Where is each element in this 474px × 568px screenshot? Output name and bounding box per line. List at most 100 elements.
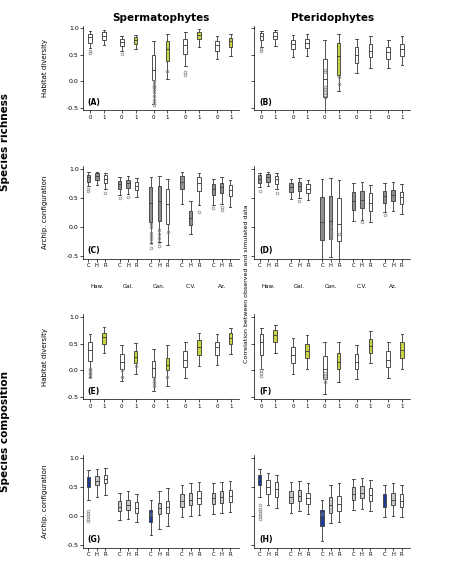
Bar <box>305 39 309 48</box>
Bar <box>134 351 137 364</box>
Bar <box>273 330 277 342</box>
Bar <box>400 44 404 56</box>
Bar <box>229 37 232 47</box>
Bar <box>215 41 219 51</box>
Bar <box>258 175 261 183</box>
Bar <box>102 332 106 344</box>
Bar <box>118 501 121 511</box>
Bar <box>157 503 161 514</box>
Bar <box>275 482 278 497</box>
Text: Haw.: Haw. <box>262 284 275 289</box>
Bar <box>329 195 332 239</box>
Text: Gal.: Gal. <box>123 284 134 289</box>
Bar <box>392 492 395 506</box>
Bar <box>118 181 121 189</box>
Text: C.V.: C.V. <box>185 284 196 289</box>
Bar <box>95 477 99 485</box>
Bar <box>149 187 153 223</box>
Bar <box>88 342 92 361</box>
Bar <box>152 55 155 80</box>
Bar <box>197 491 201 504</box>
Bar <box>220 491 223 503</box>
Bar <box>392 190 395 202</box>
Bar <box>266 481 270 494</box>
Bar <box>292 40 295 49</box>
Text: Can.: Can. <box>153 284 165 289</box>
Bar <box>369 488 372 501</box>
Bar <box>275 176 278 184</box>
Text: (E): (E) <box>88 387 100 396</box>
Bar <box>306 492 310 504</box>
Bar <box>368 340 372 353</box>
Text: (A): (A) <box>88 98 100 107</box>
Bar <box>165 358 169 370</box>
Bar <box>215 342 219 356</box>
Text: Species richness: Species richness <box>0 93 10 191</box>
Bar <box>104 474 107 483</box>
Bar <box>152 361 155 377</box>
Bar <box>197 340 201 356</box>
Bar <box>400 494 403 507</box>
Bar <box>298 182 301 191</box>
Bar <box>120 39 124 46</box>
Bar <box>400 192 403 204</box>
Text: Habitat diversity: Habitat diversity <box>42 328 48 386</box>
Bar <box>337 353 340 369</box>
Bar <box>135 502 138 512</box>
Bar <box>135 182 138 190</box>
Bar <box>134 37 137 44</box>
Bar <box>211 184 215 195</box>
Bar <box>320 510 324 526</box>
Bar <box>149 510 153 522</box>
Text: (H): (H) <box>259 536 273 544</box>
Bar <box>211 492 215 504</box>
Bar <box>228 490 232 502</box>
Bar <box>337 43 340 75</box>
Bar <box>229 332 232 344</box>
Bar <box>383 494 386 507</box>
Bar <box>352 487 355 500</box>
Bar <box>400 342 404 358</box>
Bar <box>220 183 223 193</box>
Bar <box>337 495 341 511</box>
Bar <box>95 173 99 181</box>
Bar <box>273 32 277 39</box>
Bar <box>127 500 130 510</box>
Bar <box>329 497 332 512</box>
Bar <box>260 33 263 40</box>
Text: (C): (C) <box>88 247 100 256</box>
Bar <box>189 492 192 506</box>
Text: Archip. configuration: Archip. configuration <box>42 176 48 249</box>
Bar <box>228 185 232 196</box>
Bar <box>183 39 187 54</box>
Bar <box>166 501 169 512</box>
Text: Az.: Az. <box>389 284 397 289</box>
Bar <box>383 191 386 203</box>
Bar <box>355 354 358 369</box>
Text: Gal.: Gal. <box>294 284 305 289</box>
Bar <box>305 344 309 358</box>
Bar <box>320 197 324 240</box>
Text: (B): (B) <box>259 98 272 107</box>
Bar <box>355 47 358 62</box>
Text: Habitat diversity: Habitat diversity <box>42 39 48 97</box>
Bar <box>87 478 90 487</box>
Bar <box>368 44 372 57</box>
Bar <box>258 474 261 485</box>
Bar <box>306 185 310 193</box>
Bar <box>102 32 106 40</box>
Bar <box>165 41 169 61</box>
Bar <box>386 47 390 59</box>
Text: (F): (F) <box>259 387 271 396</box>
Bar <box>266 174 270 182</box>
Bar <box>298 490 301 502</box>
Bar <box>180 176 184 189</box>
Text: (D): (D) <box>259 247 273 256</box>
Text: C.V.: C.V. <box>357 284 367 289</box>
Bar <box>386 351 390 367</box>
Bar <box>189 211 192 225</box>
Bar <box>292 348 295 364</box>
Bar <box>360 486 364 499</box>
Bar <box>197 32 201 39</box>
Bar <box>260 334 263 356</box>
